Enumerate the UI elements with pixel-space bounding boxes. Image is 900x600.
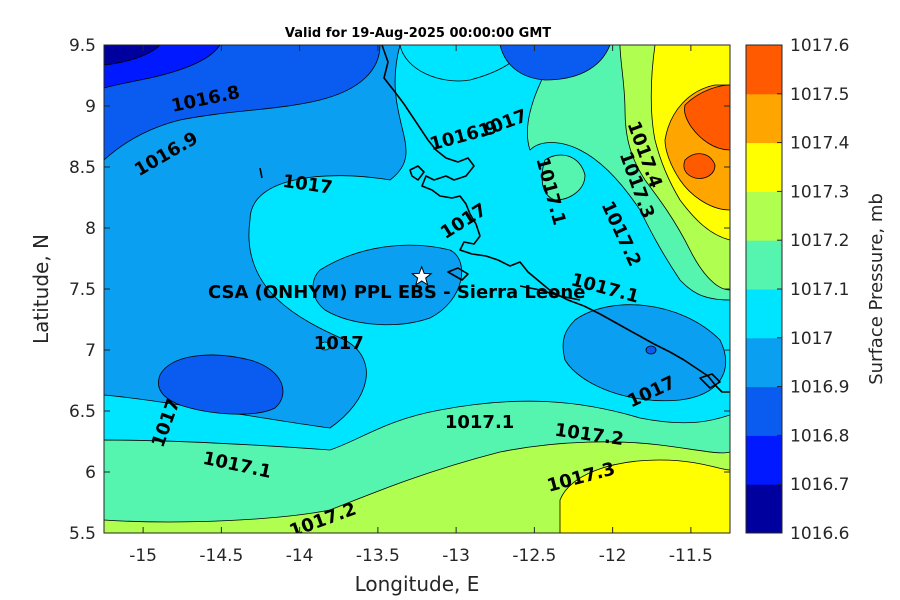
x-tick-label: -15 xyxy=(129,546,157,566)
colorbar-tick-label: 1017 xyxy=(790,329,833,349)
site-star-marker xyxy=(410,265,433,287)
colorbar-tick-label: 1017.3 xyxy=(790,182,849,202)
colorbar-tick-label: 1016.6 xyxy=(790,524,849,544)
colorbar-swatch xyxy=(746,240,782,290)
colorbar-swatch xyxy=(746,337,782,388)
x-tick-label: -14.5 xyxy=(199,546,243,566)
colorbar-tick-label: 1017.6 xyxy=(790,36,849,56)
x-tick-label: -12.5 xyxy=(512,546,556,566)
colorbar-tick-label: 1017.2 xyxy=(790,231,849,251)
contour-band-1016.8-southwest xyxy=(158,354,284,415)
contour-band-1016.9-east xyxy=(562,304,727,402)
y-tick-label: 6 xyxy=(85,463,96,483)
y-tick-label: 8.5 xyxy=(69,158,96,178)
y-tick-label: 9.5 xyxy=(69,36,96,56)
coastline-detail-1 xyxy=(409,165,425,181)
y-axis-ticks: 5.5 6 6.5 7 7.5 8 8.5 9 9.5 xyxy=(69,36,730,544)
contour-band-1017.1-blob xyxy=(541,154,586,201)
colorbar-swatch xyxy=(746,93,782,144)
contour-label: 1017 xyxy=(314,333,364,354)
colorbar-tick-label: 1016.8 xyxy=(790,426,849,446)
y-tick-label: 7.5 xyxy=(69,280,96,300)
coastline-detail-4 xyxy=(699,373,721,389)
coastline-detail-2 xyxy=(447,267,469,281)
x-tick-label: -13.5 xyxy=(356,546,400,566)
contour-pocket-1016.8-east xyxy=(645,345,657,355)
x-tick-label: -14 xyxy=(286,546,314,566)
colorbar-swatch xyxy=(746,142,782,192)
colorbar-swatch xyxy=(746,191,782,241)
contour-band-1017.3-south xyxy=(559,459,730,533)
y-tick-label: 7 xyxy=(85,341,96,361)
colorbar-label: Surface Pressure, mb xyxy=(866,193,887,385)
coastline-path xyxy=(381,45,730,393)
colorbar-tick-label: 1016.9 xyxy=(790,378,849,398)
coastline-detail-3 xyxy=(519,285,581,301)
coastline-detail-5 xyxy=(259,167,263,179)
contour-band-1016.8-north xyxy=(104,45,381,161)
colorbar-tick-label: 1016.7 xyxy=(790,475,849,495)
colorbar-swatch xyxy=(746,289,782,339)
chart-title: Valid for 19-Aug-2025 00:00:00 GMT xyxy=(285,26,551,41)
contour-pocket-1017-west xyxy=(319,341,331,351)
x-tick-label: -12 xyxy=(599,546,627,566)
colorbar-swatch xyxy=(746,45,782,95)
pressure-contour-fills xyxy=(104,45,730,533)
coastline xyxy=(259,45,730,393)
y-tick-label: 6.5 xyxy=(69,402,96,422)
colorbar-tick-label: 1017.4 xyxy=(790,134,849,154)
x-axis-label: Longitude, E xyxy=(355,572,480,596)
y-tick-label: 5.5 xyxy=(69,524,96,544)
site-label: CSA (ONHYM) PPL EBS - Sierra Leone xyxy=(208,282,585,303)
y-axis-label: Latitude, N xyxy=(29,234,53,344)
contour-band-1017.5-blob xyxy=(683,153,716,179)
contour-band-1017.5-east xyxy=(684,84,730,151)
x-tick-label: -11.5 xyxy=(669,546,713,566)
contour-band-1016.9-center xyxy=(312,244,463,326)
colorbar-tick-label: 1017.5 xyxy=(790,85,849,105)
colorbar-swatch xyxy=(746,435,782,485)
site-marker-group: CSA (ONHYM) PPL EBS - Sierra Leone xyxy=(208,265,585,303)
colorbar-swatch xyxy=(746,386,782,436)
y-tick-label: 8 xyxy=(85,219,96,239)
contour-label: 1017.1 xyxy=(445,412,514,433)
colorbar-tick-label: 1017.1 xyxy=(790,280,849,300)
colorbar: 1016.6 1016.7 1016.8 1016.9 1017 1017.1 1017.2… xyxy=(745,36,849,544)
contour-band-1016.8-northeast xyxy=(499,45,611,81)
y-tick-label: 9 xyxy=(85,97,96,117)
colorbar-swatch xyxy=(746,484,782,534)
x-axis-ticks: -15 -14.5 -14 -13.5 -13 -12.5 -12 -11.5 xyxy=(129,45,713,566)
x-tick-label: -13 xyxy=(442,546,470,566)
